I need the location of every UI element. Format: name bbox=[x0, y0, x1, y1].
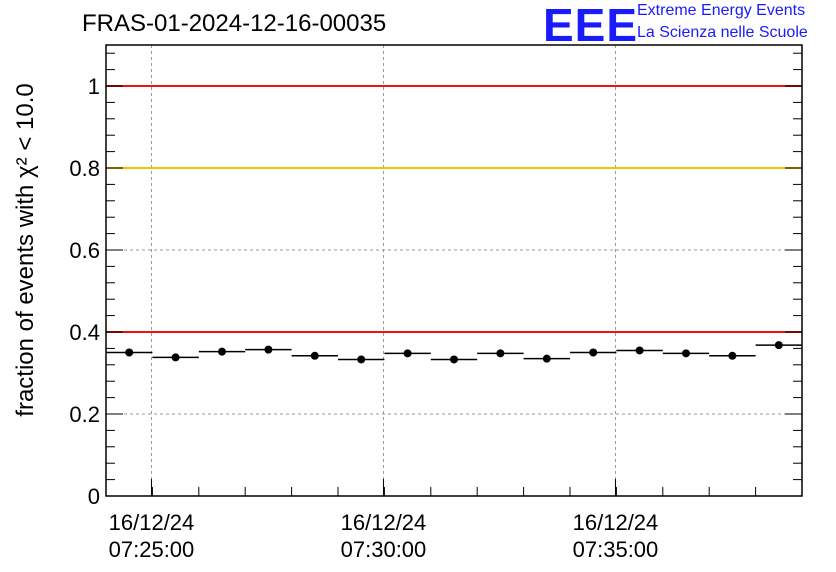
reference-lines bbox=[106, 85, 802, 333]
logo-caption-line2: La Scienza nelle Scuole bbox=[637, 24, 808, 41]
data-point bbox=[310, 351, 319, 360]
eee-logo: EEE bbox=[543, 0, 639, 51]
data-point bbox=[728, 351, 737, 360]
x-tick-date: 16/12/24 bbox=[341, 510, 427, 535]
data-point bbox=[450, 355, 458, 364]
chart-title: FRAS-01-2024-12-16-00035 bbox=[82, 10, 387, 37]
y-tick-label: 1 bbox=[88, 74, 100, 99]
y-axis-label: fraction of events with χ² < 10.0 bbox=[12, 83, 39, 416]
y-tick-label: 0.8 bbox=[69, 156, 100, 181]
data-points bbox=[106, 341, 802, 364]
plot-frame bbox=[105, 44, 803, 497]
x-tick-time: 07:35:00 bbox=[573, 537, 659, 562]
data-point bbox=[264, 345, 273, 354]
y-tick-label: 0 bbox=[88, 484, 100, 509]
data-point bbox=[635, 346, 644, 355]
data-point bbox=[357, 355, 366, 364]
axis-ticks bbox=[105, 52, 803, 497]
data-point bbox=[589, 348, 598, 357]
data-point bbox=[542, 354, 551, 363]
data-point bbox=[682, 349, 690, 358]
y-tick-label: 0.4 bbox=[69, 320, 100, 345]
data-point bbox=[125, 348, 134, 357]
data-point bbox=[171, 353, 180, 362]
data-point bbox=[774, 341, 783, 350]
data-point bbox=[496, 349, 505, 358]
x-tick-date: 16/12/24 bbox=[109, 510, 195, 535]
x-tick-time: 07:30:00 bbox=[341, 537, 427, 562]
data-point bbox=[403, 349, 412, 358]
grid-lines bbox=[106, 45, 802, 496]
axis-labels: 00.20.40.60.8116/12/2407:25:0016/12/2407… bbox=[69, 74, 658, 562]
logo-caption-line1: Extreme Energy Events bbox=[637, 2, 806, 19]
data-point bbox=[218, 347, 226, 356]
y-tick-label: 0.2 bbox=[69, 402, 100, 427]
x-tick-time: 07:25:00 bbox=[109, 537, 195, 562]
y-tick-label: 0.6 bbox=[69, 238, 100, 263]
x-tick-date: 16/12/24 bbox=[573, 510, 659, 535]
